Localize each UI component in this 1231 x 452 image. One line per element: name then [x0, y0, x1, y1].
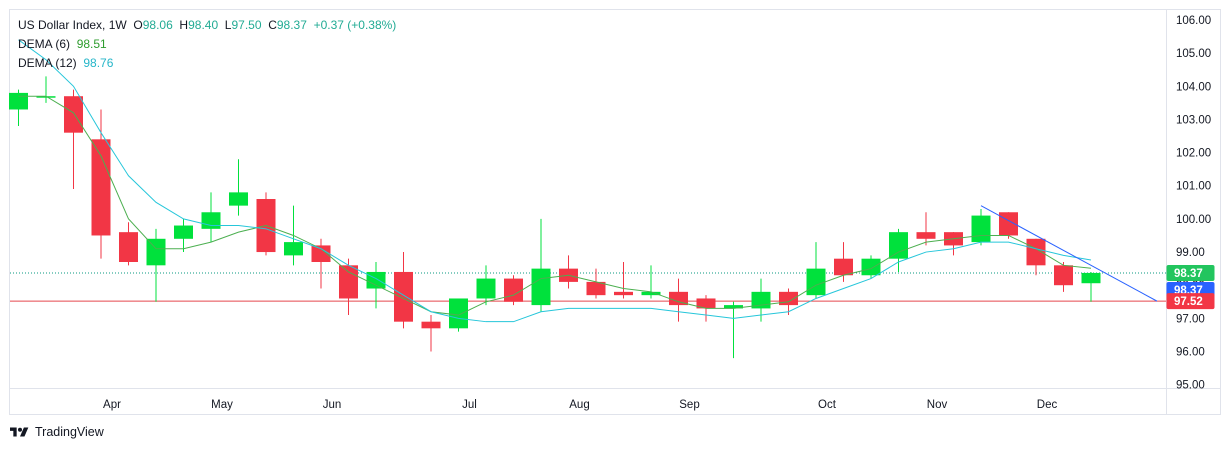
candle-body — [36, 96, 56, 98]
dema12-line — [18, 39, 1092, 323]
price-tag-box — [1166, 293, 1215, 310]
x-tick-label: Apr — [103, 399, 121, 411]
candle-body — [366, 271, 386, 289]
dema12-label: DEMA (12) — [18, 56, 77, 70]
dema6-label: DEMA (6) — [18, 37, 71, 51]
price-tag: 98.37 — [1166, 264, 1215, 281]
candle-body — [1054, 265, 1073, 286]
price-tag-box — [1166, 264, 1215, 281]
candle-body — [201, 212, 221, 229]
low-label: L — [224, 18, 232, 32]
candle-body — [504, 278, 523, 302]
change-value: +0.37 (+0.38%) — [313, 18, 397, 32]
y-tick-label: 99.00 — [1176, 247, 1205, 259]
low-value: 97.50 — [231, 18, 262, 32]
candle-body — [421, 321, 441, 329]
candle-body — [586, 281, 606, 296]
dema12-value: 98.76 — [83, 56, 114, 70]
candle-body — [696, 298, 716, 309]
candle-body — [64, 96, 83, 133]
candle-body — [284, 242, 303, 256]
candle-body — [806, 268, 826, 296]
candle-body — [669, 291, 688, 306]
legend-dema6-row[interactable]: DEMA (6) 98.51 — [18, 35, 396, 54]
y-tick-label: 95.00 — [1176, 380, 1205, 392]
high-label: H — [179, 18, 189, 32]
y-tick-label: 106.00 — [1176, 15, 1211, 27]
price-tag-label: 97.52 — [1174, 296, 1203, 308]
x-tick-label: Oct — [818, 399, 837, 411]
candle-body — [861, 258, 881, 276]
candle-body — [779, 291, 798, 306]
x-tick-label: Jul — [462, 399, 477, 411]
legend-dema12-row[interactable]: DEMA (12) 98.76 — [18, 54, 396, 73]
y-tick-label: 96.00 — [1176, 347, 1205, 359]
candle-body — [476, 278, 496, 299]
x-tick-label: Sep — [679, 399, 699, 411]
symbol-title[interactable]: US Dollar Index, 1W — [18, 18, 127, 32]
y-tick-label: 104.00 — [1176, 81, 1211, 93]
chart-frame — [9, 9, 1221, 415]
candle-body — [311, 245, 331, 262]
x-tick-label: Nov — [927, 399, 948, 411]
candle-body — [531, 268, 551, 306]
price-tag: 97.52 — [1166, 293, 1215, 310]
candle-body — [339, 265, 358, 299]
candle-body — [724, 305, 743, 309]
y-tick-label: 100.00 — [1176, 214, 1211, 226]
tradingview-logo-icon — [10, 427, 29, 437]
candle-body — [119, 232, 138, 262]
dema6-line — [18, 95, 1092, 316]
trend-line — [980, 205, 1158, 302]
price-tag-label: 98.37 — [1174, 268, 1203, 280]
y-tick-label: 97.00 — [1176, 313, 1205, 325]
candle-body — [449, 298, 468, 329]
dema6-value: 98.51 — [76, 37, 107, 51]
candle-body — [1081, 272, 1101, 284]
brand-name: TradingView — [35, 425, 104, 439]
y-tick-label: 102.00 — [1176, 148, 1211, 160]
y-tick-label: 101.00 — [1176, 181, 1211, 193]
candle-body — [614, 291, 633, 296]
open-value: 98.06 — [142, 18, 173, 32]
candle-body — [146, 238, 166, 266]
close-value: 98.37 — [276, 18, 307, 32]
y-tick-label: 103.00 — [1176, 114, 1211, 126]
candle-body — [91, 139, 111, 236]
candle-body — [641, 291, 661, 296]
y-tick-label: 105.00 — [1176, 48, 1211, 60]
chart-legend: US Dollar Index, 1W O98.06 H98.40 L97.50… — [18, 16, 396, 73]
x-tick-label: Aug — [569, 399, 589, 411]
candle-body — [174, 225, 193, 239]
candle-body — [1026, 238, 1046, 266]
candle-body — [834, 258, 853, 276]
x-tick-label: Dec — [1037, 399, 1058, 411]
x-tick-label: May — [211, 399, 233, 411]
high-value: 98.40 — [188, 18, 219, 32]
legend-ohlc-row: US Dollar Index, 1W O98.06 H98.40 L97.50… — [18, 16, 396, 35]
x-tick-label: Jun — [323, 399, 342, 411]
candle-body — [9, 92, 28, 110]
candle-body — [889, 232, 908, 259]
candle-body — [971, 215, 991, 243]
candle-body — [394, 271, 413, 322]
candle-body — [916, 232, 936, 239]
close-label: C — [268, 18, 277, 32]
open-label: O — [133, 18, 143, 32]
candle-body — [229, 192, 248, 206]
tradingview-branding[interactable]: TradingView — [10, 425, 104, 439]
